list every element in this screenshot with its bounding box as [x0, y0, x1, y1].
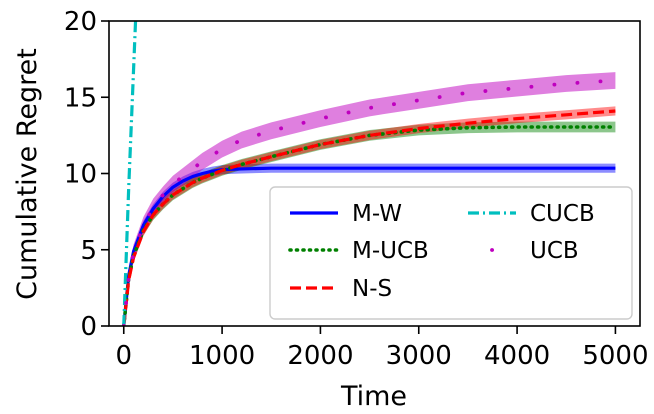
x-tick-label: 5000	[582, 341, 648, 371]
series-lines	[121, 21, 618, 326]
x-tick-label: 2000	[287, 341, 353, 371]
series-line-cucb	[122, 21, 138, 326]
x-tick-label: 3000	[386, 341, 452, 371]
x-tick-label: 1000	[189, 341, 255, 371]
x-axis-ticks: 0 1000 2000 3000 4000 5000	[115, 326, 649, 371]
y-tick-label: 0	[80, 312, 97, 342]
legend-label-m-ucb: M-UCB	[352, 238, 429, 264]
y-tick-label: 5	[80, 236, 97, 266]
legend-label-m-w: M-W	[352, 201, 402, 227]
y-tick-label: 15	[64, 83, 97, 113]
x-tick-label: 4000	[484, 341, 550, 371]
x-axis-title: Time	[340, 381, 407, 412]
legend-label-ucb: UCB	[530, 238, 579, 264]
band-n-s	[123, 106, 616, 326]
legend-label-n-s: N-S	[352, 276, 392, 302]
y-tick-label: 10	[64, 160, 97, 190]
y-axis-title: Cumulative Regret	[12, 48, 43, 300]
y-tick-label: 20	[64, 7, 97, 37]
y-axis-ticks: 0 5 10 15 20	[64, 7, 109, 342]
legend-box	[269, 186, 633, 320]
x-tick-label: 0	[115, 341, 132, 371]
confidence-bands	[123, 72, 616, 326]
legend: M-W CUCB M-UCB UCB N-S	[269, 186, 633, 320]
series-line-n-s	[122, 109, 616, 326]
band-ucb	[123, 72, 616, 326]
legend-label-cucb: CUCB	[530, 201, 595, 227]
